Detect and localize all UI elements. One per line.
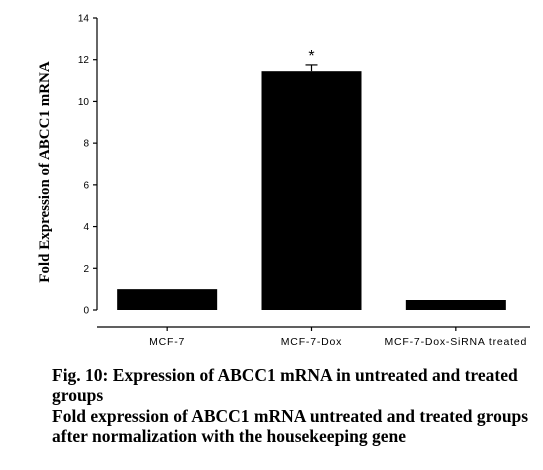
figure-caption: Fig. 10: Expression of ABCC1 mRNA in unt…: [52, 365, 542, 405]
bar-mcf-7-dox-sirna-treated: [405, 300, 506, 310]
y-tick-label: 10: [78, 97, 90, 108]
figure-label: Fig. 10:: [52, 365, 109, 385]
y-tick-label: 4: [83, 222, 89, 233]
y-tick-label: 2: [83, 264, 89, 275]
y-tick-label: 8: [83, 139, 89, 150]
category-label: MCF-7-Dox-SiRNA treated: [384, 336, 527, 348]
significance-marker: *: [308, 48, 314, 65]
bar-mcf-7: [117, 289, 218, 310]
bar-mcf-7-dox: [261, 71, 362, 310]
figure-title: Expression of ABCC1 mRNA in untreated an…: [52, 365, 518, 405]
bars: [117, 71, 506, 310]
y-tick-label: 0: [83, 306, 89, 317]
error-bars: *: [305, 48, 318, 72]
x-axis: [97, 326, 530, 331]
category-label: MCF-7-Dox: [281, 336, 342, 348]
category-labels: MCF-7 MCF-7-Dox MCF-7-Dox-SiRNA treated: [149, 336, 527, 348]
y-tick-label: 14: [78, 14, 90, 25]
bar-chart: 0 2 4 6 8 10 12 14 * MCF-7 MCF-7-Dox MCF-7-Dox-Si…: [37, 14, 530, 348]
y-tick-label: 12: [78, 55, 90, 66]
figure-description: Fold expression of ABCC1 mRNA untreated …: [52, 406, 529, 446]
category-label: MCF-7: [149, 336, 185, 348]
y-tick-label: 6: [83, 180, 89, 191]
y-axis: 0 2 4 6 8 10 12 14: [78, 14, 98, 317]
y-axis-label: Fold Expression of ABCC1 mRNA: [37, 61, 53, 283]
